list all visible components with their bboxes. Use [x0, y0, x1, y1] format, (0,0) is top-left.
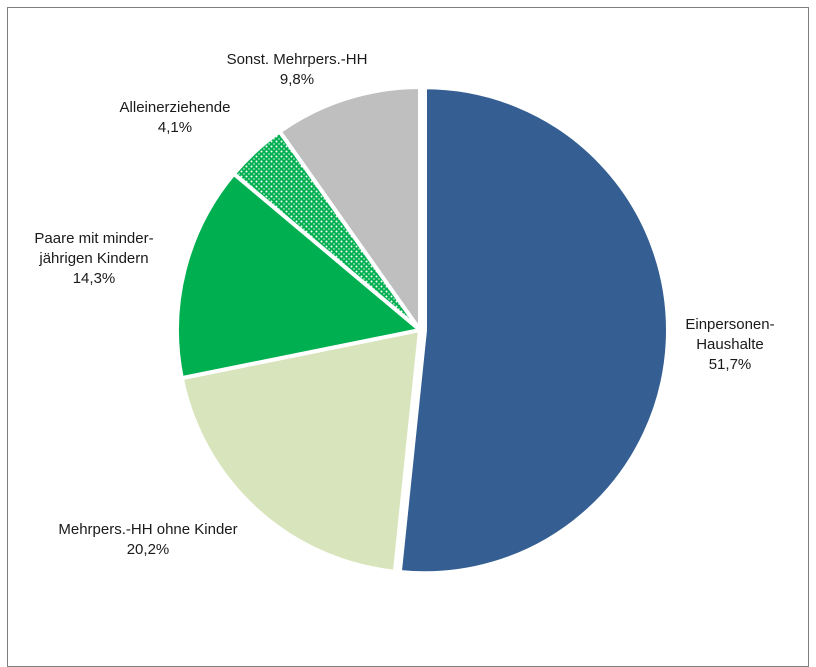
- data-label-alleinerziehende: Alleinerziehende 4,1%: [120, 99, 231, 136]
- data-label-sonst-mehrpers-hh: Sonst. Mehrpers.-HH 9,8%: [227, 51, 368, 88]
- slice-name-label: Haushalte: [696, 336, 764, 353]
- slice-value-label: 4,1%: [158, 119, 192, 136]
- pie-slice-paare-mit-minder-jährigen-kindern: [175, 171, 422, 381]
- pie-slice-einpersonen-haushalte: [397, 85, 670, 576]
- slice-name-label: jährigen Kindern: [38, 250, 148, 267]
- data-label-einpersonen-haushalte: Einpersonen- Haushalte 51,7%: [685, 316, 774, 373]
- data-label-paare-mit-minder-jährigen-kindern: Paare mit minder-jährigen Kindern 14,3%: [34, 230, 153, 287]
- slice-name-label: Mehrpers.-HH ohne Kinder: [58, 521, 237, 538]
- pie-slice-mehrpers-hh-ohne-kinder: [179, 328, 422, 574]
- slice-value-label: 20,2%: [127, 541, 170, 558]
- slice-value-label: 9,8%: [280, 71, 314, 88]
- slice-name-label: Einpersonen-: [685, 316, 774, 333]
- slice-value-label: 51,7%: [709, 356, 752, 373]
- pie-slice-sonst-mehrpers-hh: [277, 85, 422, 332]
- slice-name-label: Paare mit minder-: [34, 230, 153, 247]
- slice-value-label: 14,3%: [73, 270, 116, 287]
- slice-name-label: Sonst. Mehrpers.-HH: [227, 51, 368, 68]
- data-label-mehrpers-hh-ohne-kinder: Mehrpers.-HH ohne Kinder 20,2%: [58, 521, 237, 558]
- slice-name-label: Alleinerziehende: [120, 99, 231, 116]
